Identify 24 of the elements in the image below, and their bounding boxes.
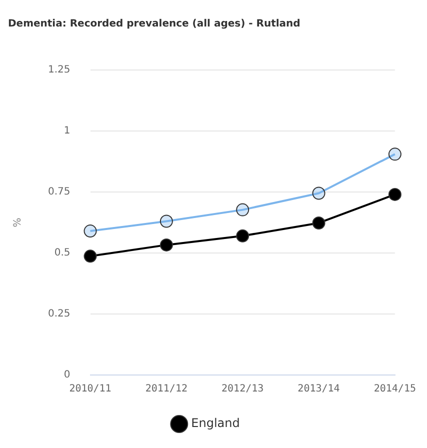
- point: [236, 229, 250, 242]
- y-tick-label: 1: [64, 126, 70, 137]
- point: [84, 250, 97, 263]
- y-tick-label: 1.25: [48, 64, 70, 76]
- point: [388, 148, 402, 161]
- y-tick-label: 0: [64, 370, 70, 381]
- point: [160, 214, 173, 228]
- x-tick-label: 2011/12: [145, 384, 188, 395]
- point: [388, 188, 402, 201]
- y-tick-label: 0.5: [54, 248, 70, 259]
- x-tick-label: 2013/14: [298, 384, 340, 395]
- x-tick-label: 2012/13: [222, 384, 264, 395]
- y-tick-label: 0.75: [48, 186, 70, 198]
- point: [84, 224, 97, 238]
- y-tick-label: 0.25: [48, 308, 70, 320]
- point: [312, 216, 326, 230]
- point: [236, 203, 250, 216]
- x-tick-label: 2010/11: [69, 384, 112, 395]
- point: [160, 238, 173, 252]
- y-axis-title: %: [12, 218, 24, 228]
- chart-title: Dementia: Recorded prevalence (all ages) - Rutland: [8, 18, 300, 30]
- x-tick-label: 2014/15: [374, 384, 416, 395]
- legend-label: England: [191, 416, 240, 430]
- point: [312, 186, 326, 200]
